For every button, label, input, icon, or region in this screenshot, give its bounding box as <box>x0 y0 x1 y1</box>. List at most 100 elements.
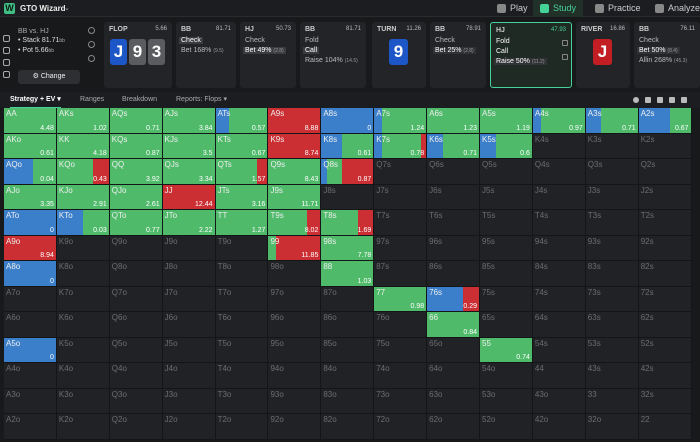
hand-cell[interactable]: T6s <box>427 210 481 236</box>
hand-cell[interactable]: AA 4.48 <box>4 108 57 134</box>
hand-cell[interactable]: J8s <box>321 184 375 210</box>
bb-river-panel[interactable]: BB 76.11 Check Bet 50% (8.4) Allin 268% … <box>634 22 700 88</box>
action-allin[interactable]: Allin 268% (45.3) <box>639 57 688 64</box>
hand-cell[interactable]: 97s <box>374 235 428 261</box>
hand-cell[interactable]: J3o <box>162 388 216 414</box>
hand-cell[interactable]: 87o <box>321 286 375 312</box>
hand-cell[interactable]: K2o <box>56 414 110 440</box>
nav-analyze[interactable]: Analyze <box>655 0 700 17</box>
hand-cell[interactable]: Q3o <box>109 388 163 414</box>
settings-icon[interactable] <box>88 27 95 34</box>
fullscreen-icon[interactable] <box>681 97 687 103</box>
turn-panel[interactable]: TURN 11.26 9 <box>372 22 426 88</box>
hand-cell[interactable]: ATo 0 <box>4 210 57 236</box>
hand-cell[interactable]: 84s <box>532 261 586 287</box>
flop-panel[interactable]: FLOP 5.66 J 9 3 <box>104 22 172 88</box>
hand-cell[interactable]: 33 <box>585 388 639 414</box>
hand-cell[interactable]: QJo 2.61 <box>109 184 163 210</box>
hand-cell[interactable]: J3s <box>585 184 639 210</box>
palette-icon[interactable] <box>88 41 95 48</box>
hand-cell[interactable]: A6s 1.23 <box>427 108 481 134</box>
hand-cell[interactable]: 65o <box>427 337 481 363</box>
hand-cell[interactable]: A3s 0.71 <box>585 108 639 134</box>
hand-cell[interactable]: Q7o <box>109 286 163 312</box>
hand-cell[interactable]: Q6o <box>109 312 163 338</box>
hand-cell[interactable]: 99 11.85 <box>268 235 322 261</box>
hand-cell[interactable]: 82o <box>321 414 375 440</box>
hand-cell[interactable]: J4s <box>532 184 586 210</box>
save-icon[interactable] <box>2 59 10 66</box>
hand-cell[interactable]: ATs 0.57 <box>215 108 269 134</box>
hand-cell[interactable]: T2o <box>215 414 269 440</box>
hand-cell[interactable]: 95s <box>480 235 533 261</box>
grid-view-icon[interactable] <box>645 97 651 103</box>
hand-cell[interactable]: TT 1.27 <box>215 210 269 236</box>
action-bet[interactable]: Bet 50% (8.4) <box>637 47 680 54</box>
nav-study[interactable]: Study <box>533 0 583 17</box>
hand-cell[interactable]: T6o <box>215 312 269 338</box>
hand-cell[interactable]: AKo 0.61 <box>4 133 57 159</box>
hand-cell[interactable]: 93s <box>585 235 639 261</box>
hand-cell[interactable]: 64o <box>427 363 481 389</box>
hand-cell[interactable]: T2s <box>638 210 692 236</box>
hj-turn-panel[interactable]: HJ 47.93 Fold Call Raise 50% (11.2) <box>490 22 572 88</box>
hand-cell[interactable]: Q2o <box>109 414 163 440</box>
hand-cell[interactable]: 54o <box>480 363 533 389</box>
chevron-down-icon[interactable]: ⌄ <box>64 5 70 12</box>
hand-cell[interactable]: K4s <box>532 133 586 159</box>
brush-icon[interactable] <box>88 55 95 62</box>
hand-cell[interactable]: Q6s <box>427 159 481 185</box>
action-bet[interactable]: Bet 168% (9.5) <box>181 47 224 54</box>
hand-cell[interactable]: 77 0.98 <box>374 286 428 312</box>
hand-cell[interactable]: 86o <box>321 312 375 338</box>
hand-cell[interactable]: 32s <box>638 388 692 414</box>
hand-cell[interactable]: JJ 12.44 <box>162 184 216 210</box>
hand-cell[interactable]: K8s 0.61 <box>321 133 375 159</box>
change-button[interactable]: ⚙ Change <box>18 70 80 84</box>
hand-cell[interactable]: J7s <box>374 184 428 210</box>
tab-strategy-ev[interactable]: Strategy + EV ▾ <box>10 92 61 108</box>
hand-cell[interactable]: 62o <box>427 414 481 440</box>
hand-cell[interactable]: T7o <box>215 286 269 312</box>
table-icon[interactable] <box>562 54 568 60</box>
hand-cell[interactable]: 53s <box>585 337 639 363</box>
hand-cell[interactable]: 93o <box>268 388 322 414</box>
hand-cell[interactable]: T3s <box>585 210 639 236</box>
action-check[interactable]: Check <box>179 37 203 44</box>
hand-cell[interactable]: 52s <box>638 337 692 363</box>
hand-cell[interactable]: A9s 8.88 <box>268 108 322 134</box>
hand-cell[interactable]: 65s <box>480 312 533 338</box>
hand-cell[interactable]: 73s <box>585 286 639 312</box>
hand-cell[interactable]: 32o <box>585 414 639 440</box>
hand-cell[interactable]: 84o <box>321 363 375 389</box>
hand-cell[interactable]: J2s <box>638 184 692 210</box>
hand-cell[interactable]: 96s <box>427 235 481 261</box>
table-view-icon[interactable] <box>669 97 675 103</box>
hand-cell[interactable]: Q8s 0.87 <box>321 159 375 185</box>
hand-cell[interactable]: Q4o <box>109 363 163 389</box>
hand-cell[interactable]: 83o <box>321 388 375 414</box>
hand-cell[interactable]: K6o <box>56 312 110 338</box>
hand-cell[interactable]: KQs 0.87 <box>109 133 163 159</box>
hand-cell[interactable]: QJs 3.34 <box>162 159 216 185</box>
bb-raise-panel[interactable]: BB 81.71 Fold Call Raise 104% (14.5) <box>300 22 366 88</box>
hand-cell[interactable]: Q8o <box>109 261 163 287</box>
bb-flop-panel[interactable]: BB 81.71 Check Bet 168% (9.5) <box>176 22 236 88</box>
hand-cell[interactable]: JTs 3.16 <box>215 184 269 210</box>
hand-cell[interactable]: K6s 0.71 <box>427 133 481 159</box>
hand-cell[interactable]: 64s <box>532 312 586 338</box>
hand-cell[interactable]: 54s <box>532 337 586 363</box>
hand-cell[interactable]: Q2s <box>638 159 692 185</box>
hand-cell[interactable]: A7o <box>4 286 57 312</box>
hand-cell[interactable]: QTs 1.57 <box>215 159 269 185</box>
hand-cell[interactable]: 83s <box>585 261 639 287</box>
hand-cell[interactable]: 87s <box>374 261 428 287</box>
hand-cell[interactable]: 22 <box>638 414 692 440</box>
hand-cell[interactable]: Q9o <box>109 235 163 261</box>
hand-cell[interactable]: 66 0.84 <box>427 312 481 338</box>
list-view-icon[interactable] <box>657 97 663 103</box>
settings-icon[interactable] <box>2 71 10 78</box>
hand-cell[interactable]: J5o <box>162 337 216 363</box>
hand-cell[interactable]: J9s 11.71 <box>268 184 322 210</box>
hand-cell[interactable]: 74o <box>374 363 428 389</box>
